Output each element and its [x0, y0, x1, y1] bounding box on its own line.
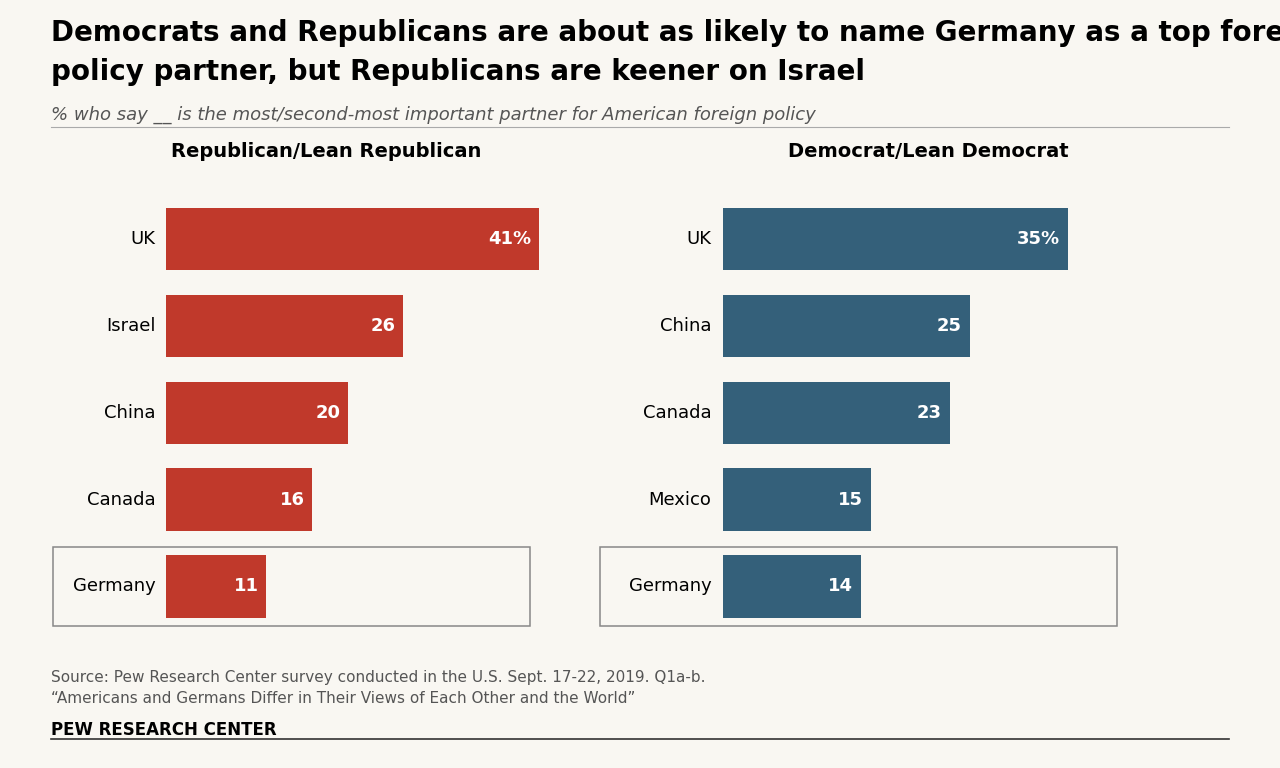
Text: 41%: 41%: [489, 230, 531, 248]
Text: 25: 25: [937, 317, 961, 335]
Text: 16: 16: [279, 491, 305, 508]
Text: Germany: Germany: [73, 578, 155, 595]
Bar: [723, 468, 870, 531]
Text: Source: Pew Research Center survey conducted in the U.S. Sept. 17-22, 2019. Q1a-: Source: Pew Research Center survey condu…: [51, 670, 705, 685]
Text: Israel: Israel: [106, 317, 155, 335]
Text: Germany: Germany: [628, 578, 712, 595]
Text: Mexico: Mexico: [649, 491, 712, 508]
Bar: [600, 548, 1117, 625]
Text: 20: 20: [316, 404, 340, 422]
Text: Canada: Canada: [87, 491, 155, 508]
Bar: [166, 468, 312, 531]
Text: Democrats and Republicans are about as likely to name Germany as a top foreign: Democrats and Republicans are about as l…: [51, 19, 1280, 47]
Text: PEW RESEARCH CENTER: PEW RESEARCH CENTER: [51, 721, 276, 739]
Text: UK: UK: [131, 230, 155, 248]
Text: Democrat/Lean Democrat: Democrat/Lean Democrat: [787, 142, 1069, 161]
Bar: [52, 548, 530, 625]
Text: “Americans and Germans Differ in Their Views of Each Other and the World”: “Americans and Germans Differ in Their V…: [51, 691, 636, 707]
Bar: [723, 295, 970, 357]
Text: Republican/Lean Republican: Republican/Lean Republican: [172, 142, 481, 161]
Text: China: China: [104, 404, 155, 422]
Text: 35%: 35%: [1018, 230, 1060, 248]
Text: 14: 14: [828, 578, 854, 595]
Text: Canada: Canada: [643, 404, 712, 422]
Text: % who say __ is the most/second-most important partner for American foreign poli: % who say __ is the most/second-most imp…: [51, 106, 815, 124]
Text: 26: 26: [370, 317, 396, 335]
Text: 11: 11: [234, 578, 259, 595]
Bar: [723, 555, 861, 617]
Text: China: China: [660, 317, 712, 335]
Text: 15: 15: [838, 491, 863, 508]
Bar: [166, 208, 539, 270]
Bar: [166, 555, 266, 617]
Text: UK: UK: [686, 230, 712, 248]
Text: 23: 23: [916, 404, 942, 422]
Bar: [166, 295, 403, 357]
Bar: [166, 382, 348, 444]
Text: policy partner, but Republicans are keener on Israel: policy partner, but Republicans are keen…: [51, 58, 865, 85]
Bar: [723, 208, 1068, 270]
Bar: [723, 382, 950, 444]
